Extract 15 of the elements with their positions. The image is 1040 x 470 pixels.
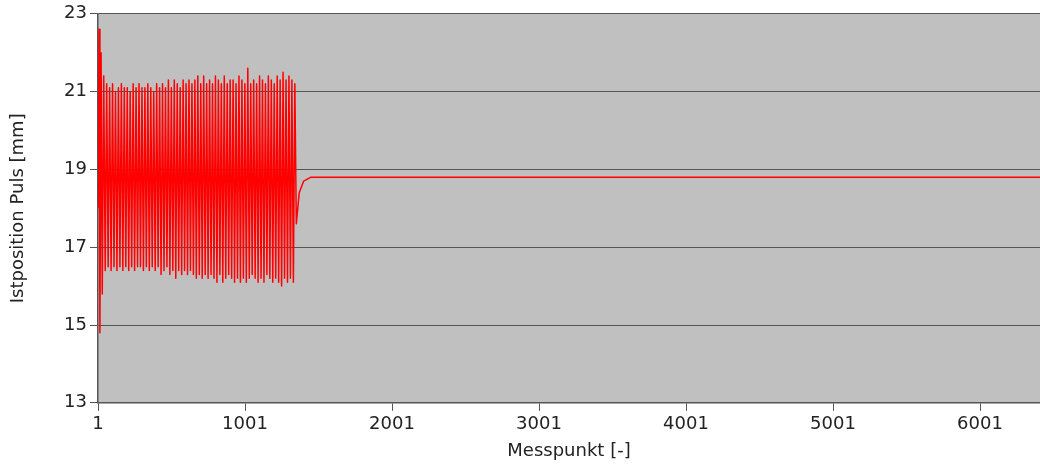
x-tick-label: 6001 [957,412,1003,434]
x-tick-label: 1001 [222,412,268,434]
y-tick-label: 23 [64,1,87,23]
x-tick-label: 3001 [516,412,562,434]
x-tick-label: 5001 [810,412,856,434]
y-tick-label: 21 [64,79,87,101]
y-axis-title: Istposition Puls [mm] [6,113,28,304]
y-tick-label: 19 [64,157,87,179]
x-axis-title: Messpunkt [-] [507,438,631,460]
x-tick-label: 2001 [369,412,415,434]
x-tick-label: 1 [92,412,104,434]
y-tick-label: 13 [64,390,87,412]
y-tick-label: 15 [64,312,87,334]
x-tick-label: 4001 [663,412,709,434]
y-tick-label: 17 [64,234,87,256]
